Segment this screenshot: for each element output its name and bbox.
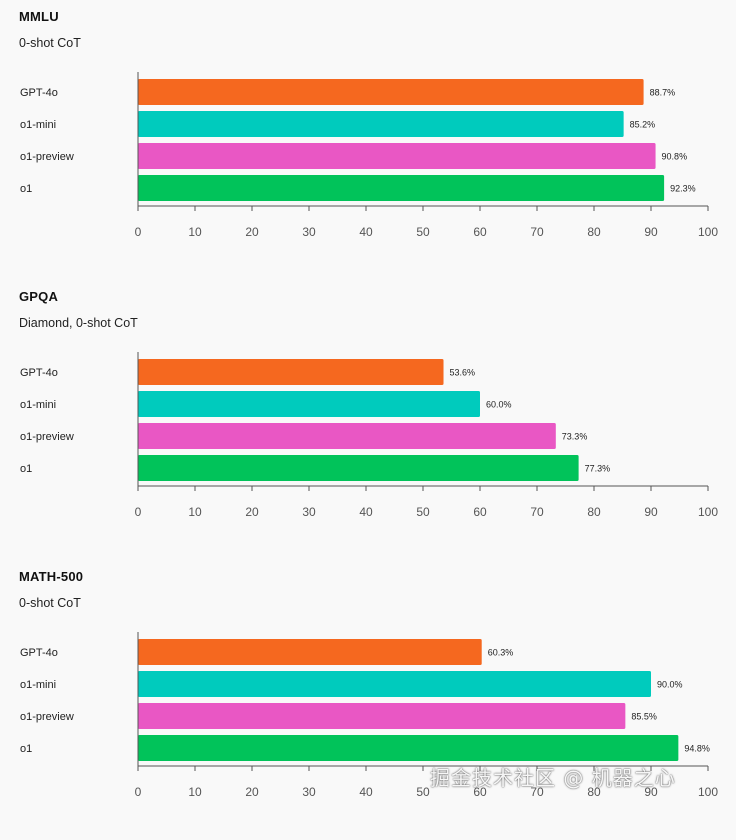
x-tick-label: 10	[188, 225, 202, 239]
bar-o1	[138, 175, 665, 201]
chart-panel-gpqa: GPQA Diamond, 0-shot CoT GPT-4o 53.6% o1-m…	[0, 280, 736, 560]
bar-o1-mini	[138, 111, 624, 137]
x-tick-label: 70	[530, 505, 544, 519]
value-label: 60.0%	[486, 400, 512, 410]
x-tick-label: 0	[135, 505, 142, 519]
bar-chart: GPT-4o 88.7% o1-mini 85.2% o1-preview 90.8% o1…	[20, 72, 718, 239]
category-label: o1-preview	[20, 151, 74, 163]
bar-gpt-4o	[138, 79, 644, 105]
x-tick-label: 80	[587, 225, 601, 239]
value-label: 73.3%	[562, 432, 588, 442]
value-label: 90.8%	[662, 152, 688, 162]
chart-subtitle: 0-shot CoT	[19, 596, 81, 610]
x-tick-label: 100	[698, 785, 718, 799]
chart-title: MMLU	[19, 9, 59, 24]
x-tick-label: 70	[530, 225, 544, 239]
bar-chart: GPT-4o 60.3% o1-mini 90.0% o1-preview 85.5% o1…	[20, 632, 718, 799]
value-label: 92.3%	[670, 184, 696, 194]
x-tick-label: 60	[473, 505, 487, 519]
x-tick-label: 70	[530, 785, 544, 799]
value-label: 85.5%	[631, 712, 657, 722]
x-tick-label: 40	[359, 785, 373, 799]
bar-o1	[138, 735, 679, 761]
category-label: o1-mini	[20, 119, 56, 131]
x-tick-label: 30	[302, 225, 316, 239]
x-tick-label: 50	[416, 785, 430, 799]
x-tick-label: 20	[245, 505, 259, 519]
chart-title: MATH-500	[19, 569, 84, 584]
x-tick-label: 80	[587, 785, 601, 799]
x-tick-label: 100	[698, 225, 718, 239]
value-label: 94.8%	[684, 744, 710, 754]
category-label: o1-mini	[20, 679, 56, 691]
value-label: 88.7%	[650, 88, 676, 98]
x-tick-label: 0	[135, 225, 142, 239]
x-tick-label: 10	[188, 785, 202, 799]
value-label: 90.0%	[657, 680, 683, 690]
bar-o1-preview	[138, 143, 656, 169]
bar-o1-mini	[138, 671, 651, 697]
x-tick-label: 90	[644, 505, 658, 519]
chart-subtitle: Diamond, 0-shot CoT	[19, 316, 138, 330]
x-tick-label: 80	[587, 505, 601, 519]
category-label: o1-preview	[20, 431, 74, 443]
x-tick-label: 30	[302, 785, 316, 799]
watermark-text: 掘金技术社区 @ 机器之心	[430, 766, 676, 790]
x-tick-label: 40	[359, 505, 373, 519]
category-label: GPT-4o	[20, 647, 58, 659]
x-tick-label: 50	[416, 225, 430, 239]
x-tick-label: 0	[135, 785, 142, 799]
x-tick-label: 40	[359, 225, 373, 239]
category-label: o1-mini	[20, 399, 56, 411]
category-label: GPT-4o	[20, 87, 58, 99]
value-label: 60.3%	[488, 648, 514, 658]
chart-title: GPQA	[19, 289, 59, 304]
x-tick-label: 50	[416, 505, 430, 519]
bar-o1	[138, 455, 579, 481]
bar-gpt-4o	[138, 639, 482, 665]
x-tick-label: 30	[302, 505, 316, 519]
x-tick-label: 60	[473, 225, 487, 239]
value-label: 53.6%	[450, 368, 476, 378]
x-tick-label: 20	[245, 785, 259, 799]
value-label: 85.2%	[630, 120, 656, 130]
category-label: GPT-4o	[20, 367, 58, 379]
x-tick-label: 90	[644, 785, 658, 799]
chart-panel-mmlu: MMLU 0-shot CoT GPT-4o 88.7% o1-mini 85.2% o…	[0, 0, 736, 280]
x-tick-label: 90	[644, 225, 658, 239]
category-label: o1	[20, 463, 32, 475]
bar-o1-preview	[138, 703, 626, 729]
category-label: o1	[20, 183, 32, 195]
bar-o1-mini	[138, 391, 480, 417]
chart-subtitle: 0-shot CoT	[19, 36, 81, 50]
x-tick-label: 20	[245, 225, 259, 239]
bar-gpt-4o	[138, 359, 444, 385]
category-label: o1	[20, 743, 32, 755]
x-tick-label: 10	[188, 505, 202, 519]
chart-panel-math500: MATH-500 0-shot CoT GPT-4o 60.3% o1-mini 90…	[0, 560, 736, 840]
value-label: 77.3%	[585, 464, 611, 474]
bar-o1-preview	[138, 423, 556, 449]
bar-chart: GPT-4o 53.6% o1-mini 60.0% o1-preview 73.3% o1…	[20, 352, 718, 519]
x-tick-label: 100	[698, 505, 718, 519]
x-tick-label: 60	[473, 785, 487, 799]
category-label: o1-preview	[20, 711, 74, 723]
